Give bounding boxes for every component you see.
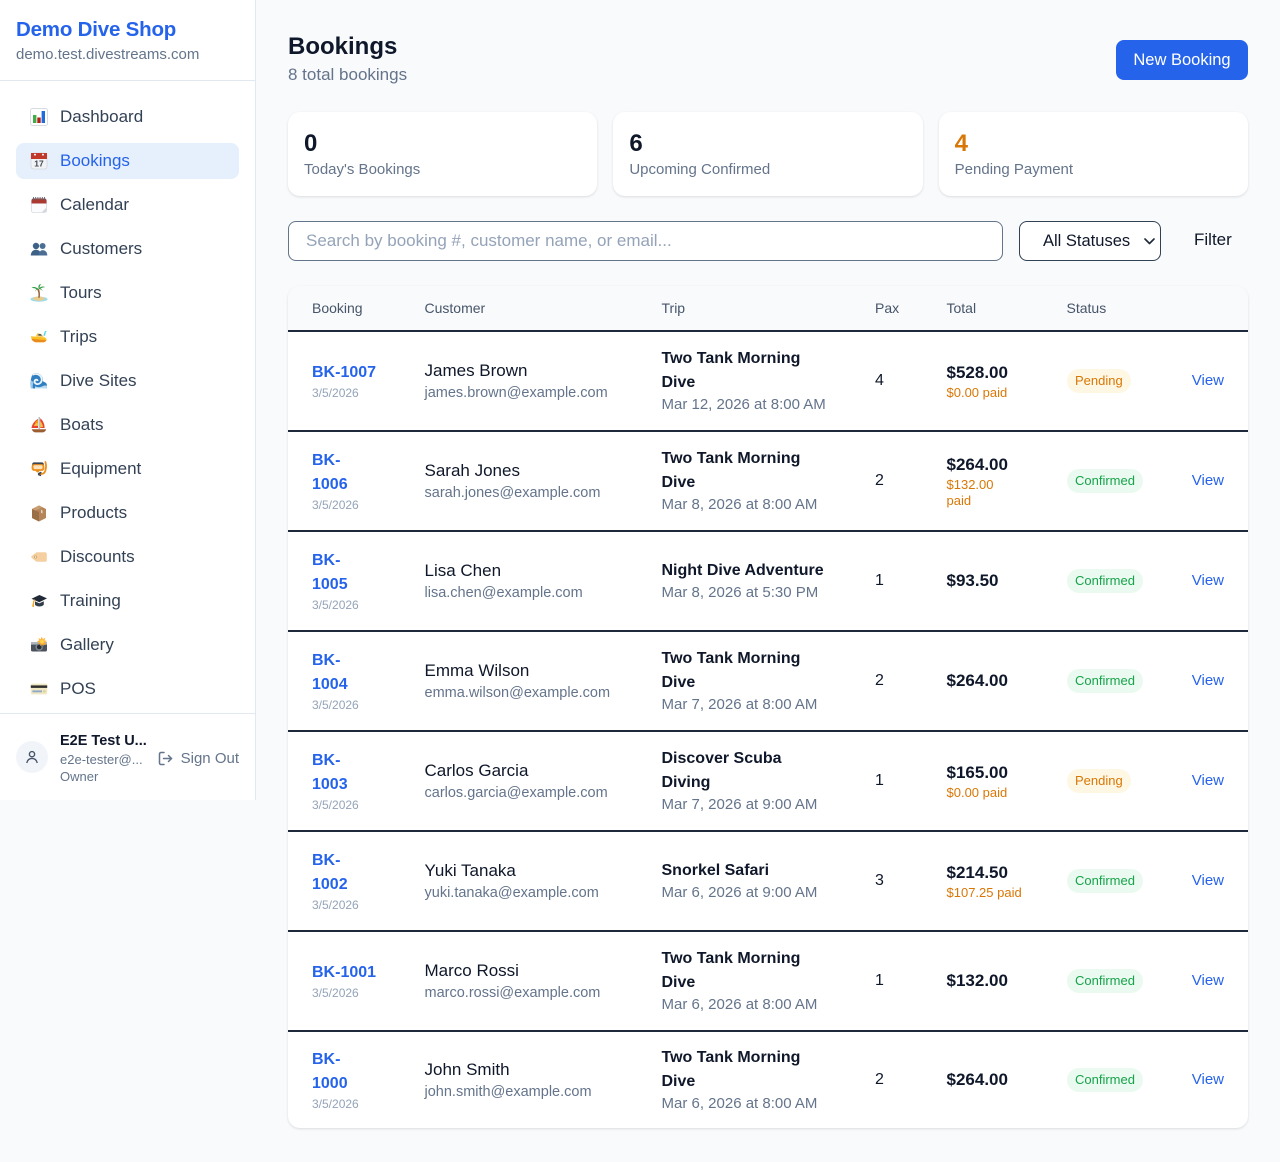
svg-text:17: 17 [34,159,44,169]
